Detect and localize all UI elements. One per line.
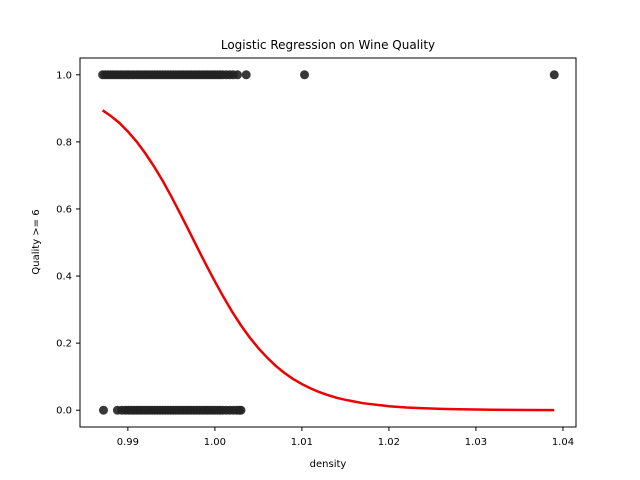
x-axis-ticks: 0.99 1.00 1.01 1.02 1.03 1.04 (117, 427, 574, 448)
y-tick-label: 0.8 (56, 137, 72, 148)
data-point (549, 70, 559, 80)
data-point (98, 405, 108, 415)
x-tick-label: 1.03 (465, 437, 487, 448)
y-tick-label: 0.2 (56, 339, 72, 350)
x-tick-label: 1.01 (291, 437, 313, 448)
plot-area (98, 70, 559, 415)
x-tick-label: 1.00 (204, 437, 226, 448)
x-tick-label: 1.04 (552, 437, 574, 448)
plot-frame (79, 57, 577, 428)
y-axis-label: Quality >= 6 (31, 209, 42, 274)
y-axis-ticks: 0.0 0.2 0.4 0.6 0.8 1.0 (56, 70, 80, 417)
x-tick-label: 1.02 (378, 437, 400, 448)
y-tick-label: 0.4 (56, 272, 72, 283)
data-point (300, 70, 310, 80)
data-point (241, 70, 251, 80)
data-point (236, 405, 246, 415)
y-tick-label: 0.0 (56, 406, 72, 417)
x-tick-label: 0.99 (117, 437, 139, 448)
y-tick-label: 1.0 (56, 70, 72, 81)
data-point (233, 70, 242, 80)
x-axis-label: density (310, 459, 347, 470)
y-tick-label: 0.6 (56, 204, 72, 215)
logistic-curve (101, 109, 555, 412)
chart-title: Logistic Regression on Wine Quality (221, 38, 435, 52)
